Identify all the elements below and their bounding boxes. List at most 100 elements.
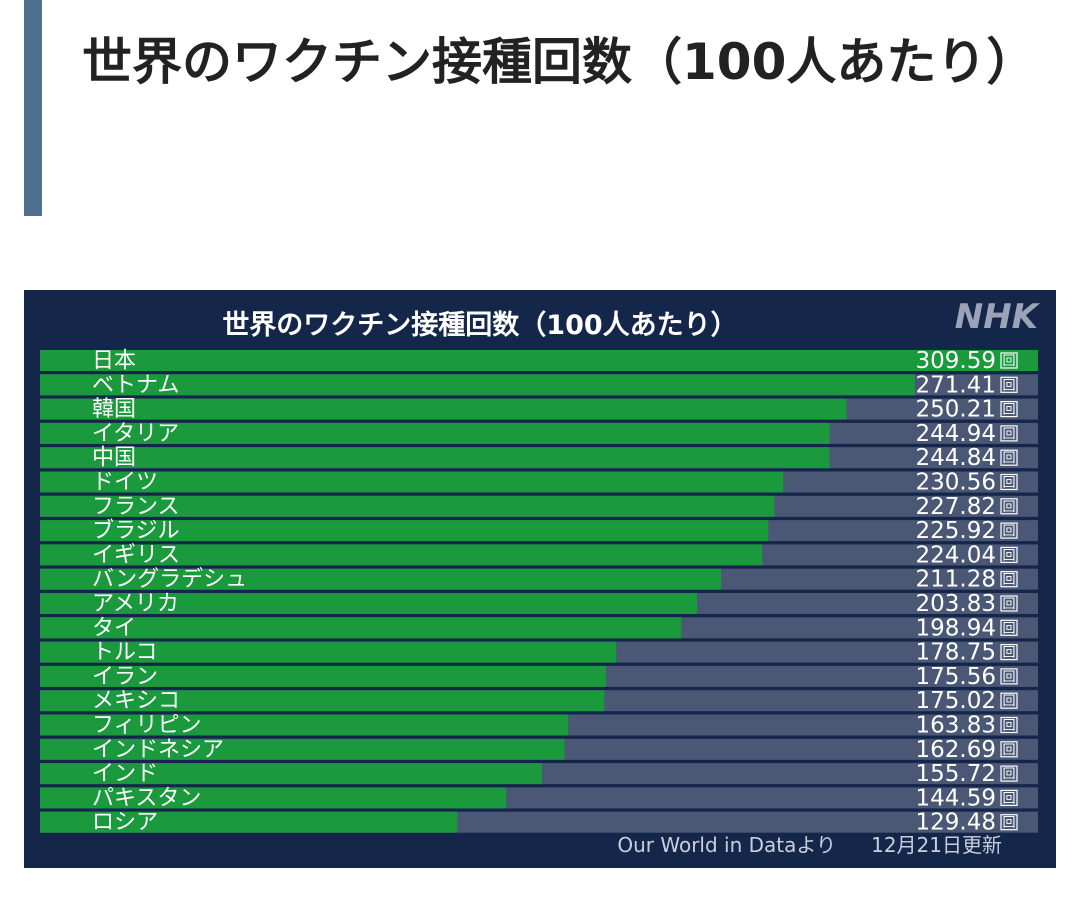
unit-box	[1000, 814, 1018, 831]
unit-box	[1000, 376, 1018, 393]
category-label: アメリカ	[92, 592, 179, 617]
updated: 12月21日更新	[871, 833, 1002, 857]
bar	[40, 763, 542, 785]
value-label: 163.83	[916, 713, 996, 739]
bar	[40, 350, 1038, 371]
unit-label: 回	[1002, 791, 1015, 806]
bar	[40, 447, 830, 469]
bar	[40, 471, 784, 493]
category-label: インド	[92, 762, 158, 787]
unit-label: 回	[1002, 476, 1015, 491]
value-label: 227.82	[916, 494, 996, 520]
category-label: イラン	[92, 664, 158, 689]
unit-box	[1000, 765, 1018, 782]
value-label: 271.41	[916, 372, 996, 398]
unit-label: 回	[1002, 451, 1015, 466]
category-label: パキスタン	[92, 786, 201, 811]
value-label: 129.48	[916, 810, 996, 836]
unit-box	[1000, 522, 1018, 539]
unit-label: 回	[1002, 767, 1015, 782]
bar	[40, 398, 847, 420]
unit-label: 回	[1002, 378, 1015, 393]
value-label: 225.92	[916, 518, 996, 544]
category-label: 日本	[92, 349, 136, 374]
bar	[40, 495, 775, 517]
unit-box	[1000, 473, 1018, 491]
bar	[40, 787, 507, 809]
logo: NHK	[955, 297, 1041, 337]
category-label: 中国	[92, 446, 136, 471]
value-label: 211.28	[916, 567, 996, 593]
unit-box	[1000, 595, 1018, 612]
value-label: 250.21	[916, 397, 996, 423]
unit-label: 回	[1002, 816, 1015, 831]
unit-label: 回	[1002, 743, 1015, 758]
value-label: 175.02	[916, 688, 996, 714]
unit-box	[1000, 692, 1018, 709]
value-label: 244.94	[916, 421, 996, 447]
unit-label: 回	[1002, 694, 1015, 709]
category-label: トルコ	[92, 640, 158, 665]
unit-label: 回	[1002, 403, 1015, 418]
unit-label: 回	[1002, 524, 1015, 539]
page-heading: 世界のワクチン接種回数（100人あたり）	[82, 33, 1037, 91]
unit-box	[1000, 668, 1018, 685]
value-label: 198.94	[916, 615, 996, 641]
value-label: 224.04	[916, 542, 996, 568]
value-label: 203.83	[916, 591, 996, 617]
unit-label: 回	[1002, 427, 1015, 442]
category-label: ロシア	[92, 810, 158, 835]
bar	[40, 738, 565, 760]
unit-box	[1000, 498, 1018, 515]
bar	[40, 714, 569, 736]
value-label: 175.56	[916, 664, 996, 690]
bar	[40, 422, 830, 444]
bar	[40, 665, 606, 687]
value-label: 178.75	[916, 640, 996, 666]
value-label: 230.56	[916, 470, 996, 496]
category-label: イタリア	[92, 421, 179, 446]
bar	[40, 593, 698, 614]
category-label: インドネシア	[92, 737, 224, 762]
category-label: バングラデシュ	[92, 567, 247, 592]
category-label: ベトナム	[92, 373, 179, 398]
source: Our World in Dataより	[617, 833, 836, 857]
chart-title: 世界のワクチン接種回数（100人あたり）	[222, 310, 737, 341]
unit-label: 回	[1002, 719, 1015, 734]
value-label: 244.84	[916, 445, 996, 471]
unit-label: 回	[1002, 621, 1015, 636]
category-label: イギリス	[92, 543, 180, 568]
unit-box	[1000, 352, 1018, 369]
bar	[40, 520, 769, 542]
unit-label: 回	[1002, 548, 1015, 563]
bar	[40, 641, 617, 663]
bar	[40, 690, 605, 712]
unit-box	[1000, 619, 1018, 636]
bar	[40, 568, 722, 590]
unit-box	[1000, 571, 1018, 588]
unit-label: 回	[1002, 670, 1015, 685]
bar	[40, 374, 915, 396]
unit-box	[1000, 401, 1018, 418]
unit-box	[1000, 741, 1018, 758]
unit-box	[1000, 546, 1018, 564]
unit-box	[1000, 425, 1018, 442]
unit-box	[1000, 716, 1018, 734]
bar	[40, 617, 682, 639]
unit-label: 回	[1002, 646, 1015, 661]
unit-box	[1000, 643, 1018, 661]
unit-label: 回	[1002, 354, 1015, 369]
unit-label: 回	[1002, 597, 1015, 612]
value-label: 162.69	[916, 737, 996, 763]
category-label: ドイツ	[92, 470, 158, 495]
unit-box	[1000, 789, 1018, 807]
unit-box	[1000, 449, 1018, 466]
category-label: メキシコ	[92, 689, 180, 714]
category-label: タイ	[92, 616, 136, 641]
unit-label: 回	[1002, 500, 1015, 515]
category-label: フィリピン	[92, 713, 202, 738]
unit-label: 回	[1002, 573, 1015, 588]
value-label: 155.72	[916, 761, 996, 787]
